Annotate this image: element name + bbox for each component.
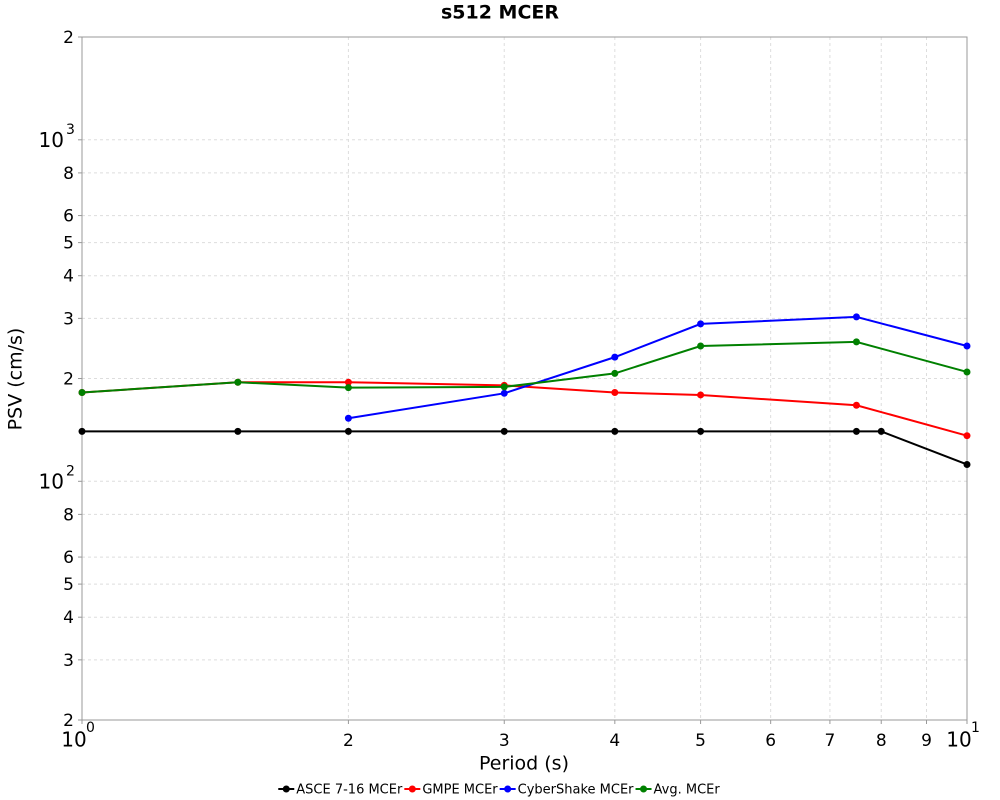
y-tick-label: 5 — [63, 234, 74, 254]
data-point — [852, 338, 860, 346]
legend-marker — [408, 785, 416, 793]
data-point — [344, 378, 352, 386]
data-point — [852, 427, 860, 435]
data-point — [611, 369, 619, 377]
x-tick-label: 10 — [61, 728, 86, 752]
y-tick-label-text: 8 — [63, 164, 74, 184]
series-line — [348, 315, 968, 420]
y-tick-label: 2 — [63, 370, 74, 390]
data-point — [697, 342, 705, 350]
data-point — [963, 368, 971, 376]
x-tick-label: 7 — [824, 731, 835, 751]
series-line — [81, 340, 968, 394]
y-tick-label: 2 — [63, 28, 74, 48]
legend-label: GMPE MCEr — [422, 783, 498, 798]
y-tick-label-text: 3 — [63, 651, 74, 671]
y-tick-label-text: 2 — [63, 711, 74, 731]
data-point — [963, 432, 971, 440]
y-tick-label: 5 — [63, 575, 74, 595]
legend-marker — [504, 785, 512, 793]
y-tick-label: 10 — [39, 469, 64, 493]
series-line — [82, 430, 968, 466]
data-point — [344, 414, 352, 422]
y-tick-label: 6 — [63, 548, 74, 568]
x-tick-label: 6 — [765, 731, 776, 751]
data-point — [500, 389, 508, 397]
y-tick-label: 4 — [63, 267, 74, 287]
data-point — [78, 427, 86, 435]
data-point — [500, 383, 508, 391]
y-tick-label-text: 4 — [63, 608, 74, 628]
legend-item: Avg. MCEr — [635, 783, 721, 798]
legend-label: ASCE 7-16 MCEr — [296, 783, 403, 798]
y-tick-label-text: 10 — [39, 127, 64, 151]
y-tick-label-text: 8 — [63, 505, 74, 525]
y-tick-label-text: 4 — [63, 267, 74, 287]
data-point — [697, 427, 705, 435]
y-tick-label: 10 — [39, 127, 64, 151]
data-point — [500, 427, 508, 435]
x-tick-label: 8 — [876, 731, 887, 751]
x-tick-label: 4 — [609, 731, 620, 751]
y-tick-label-text: 5 — [63, 234, 74, 254]
chart-title: s512 MCER — [441, 2, 559, 24]
y-tick-label: 3 — [63, 651, 74, 671]
y-tick-label-text: 6 — [63, 207, 74, 227]
legend-item: ASCE 7-16 MCEr — [278, 783, 403, 798]
y-tick-label: 8 — [63, 164, 74, 184]
x-axis-label: Period (s) — [479, 753, 569, 775]
y-tick-exponent: 3 — [66, 122, 75, 138]
x-tick-exponent: 0 — [86, 720, 95, 736]
y-axis-label: PSV (cm/s) — [5, 328, 27, 431]
data-point — [611, 388, 619, 396]
data-point — [611, 427, 619, 435]
x-tick-label: 3 — [499, 731, 510, 751]
data-point — [697, 391, 705, 399]
legend-label: Avg. MCEr — [654, 783, 721, 798]
data-point — [78, 388, 86, 396]
grid — [81, 36, 968, 721]
x-tick-label: 10 — [946, 728, 971, 752]
x-tick-label: 9 — [921, 731, 932, 751]
y-tick-label-text: 2 — [63, 28, 74, 48]
y-tick-exponent: 2 — [66, 463, 75, 479]
y-tick-label: 4 — [63, 608, 74, 628]
legend: ASCE 7-16 MCEr GMPE MCEr CyberShake MCEr Av… — [278, 783, 720, 798]
data-point — [344, 384, 352, 392]
data-point — [963, 342, 971, 350]
y-tick-label: 6 — [63, 207, 74, 227]
y-tick-label: 3 — [63, 309, 74, 329]
y-tick-label-text: 5 — [63, 575, 74, 595]
data-point — [344, 427, 352, 435]
x-tick-exponent: 1 — [971, 720, 980, 736]
data-point — [234, 427, 242, 435]
data-point — [234, 378, 242, 386]
y-tick-label-text: 6 — [63, 548, 74, 568]
legend-label: CyberShake MCEr — [518, 783, 635, 798]
x-tick-label: 5 — [695, 731, 706, 751]
y-tick-label: 2 — [63, 711, 74, 731]
data-point — [611, 353, 619, 361]
data-point — [697, 320, 705, 328]
legend-item: GMPE MCEr — [404, 783, 498, 798]
y-tick-label-text: 3 — [63, 309, 74, 329]
y-tick-label: 8 — [63, 505, 74, 525]
y-tick-label-text: 2 — [63, 370, 74, 390]
data-point — [877, 427, 885, 435]
legend-marker — [640, 785, 648, 793]
data-point — [852, 401, 860, 409]
y-tick-label-text: 10 — [39, 469, 64, 493]
series-line — [81, 381, 968, 437]
legend-marker — [282, 785, 290, 793]
legend-item: CyberShake MCEr — [499, 783, 635, 798]
data-point — [963, 460, 971, 468]
x-tick-label: 2 — [343, 731, 354, 751]
data-point — [852, 313, 860, 321]
